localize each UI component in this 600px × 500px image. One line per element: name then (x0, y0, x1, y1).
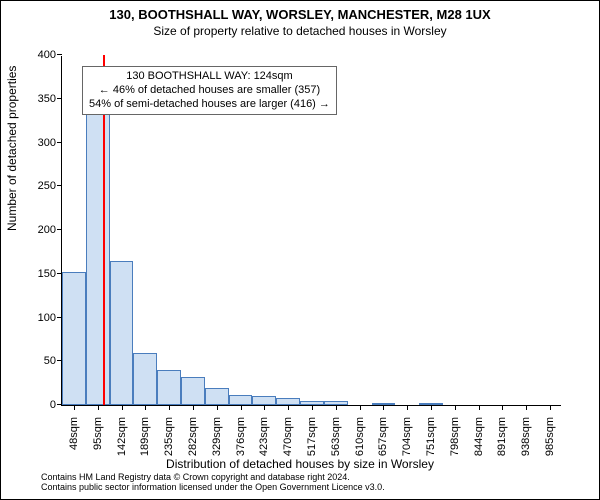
x-tick-label: 189sqm (139, 417, 151, 456)
annotation-line: 54% of semi-detached houses are larger (… (89, 98, 330, 112)
x-tick-label: 610sqm (354, 417, 366, 456)
y-tick-label: 50 (44, 355, 56, 367)
x-tick-mark (288, 405, 289, 410)
x-tick-label: 376sqm (235, 417, 247, 456)
x-tick-mark (74, 405, 75, 410)
x-tick-label: 751sqm (425, 417, 437, 456)
y-tick-label: 100 (38, 312, 56, 324)
x-tick-mark (145, 405, 146, 410)
chart-container: 130, BOOTHSHALL WAY, WORSLEY, MANCHESTER… (0, 0, 600, 500)
chart-subtitle: Size of property relative to detached ho… (1, 24, 599, 38)
x-tick-mark (455, 405, 456, 410)
histogram-bar (157, 370, 181, 405)
x-tick-mark (383, 405, 384, 410)
x-tick-label: 798sqm (449, 417, 461, 456)
x-tick-label: 423sqm (258, 417, 270, 456)
annotation-box: 130 BOOTHSHALL WAY: 124sqm← 46% of detac… (82, 66, 337, 115)
y-tick-mark (57, 54, 62, 55)
x-tick-label: 985sqm (544, 417, 556, 456)
x-tick-label: 844sqm (473, 417, 485, 456)
y-tick-label: 200 (38, 224, 56, 236)
x-tick-label: 938sqm (520, 417, 532, 456)
x-tick-mark (122, 405, 123, 410)
attribution-line: Contains public sector information licen… (41, 483, 385, 493)
x-tick-mark (241, 405, 242, 410)
histogram-bar (205, 388, 229, 406)
x-tick-label: 517sqm (306, 417, 318, 456)
histogram-bar (110, 261, 134, 405)
annotation-line: 130 BOOTHSHALL WAY: 124sqm (89, 70, 330, 84)
histogram-bar (181, 377, 205, 405)
histogram-bar (62, 272, 86, 405)
x-tick-mark (550, 405, 551, 410)
y-tick-label: 0 (50, 399, 56, 411)
y-tick-mark (57, 142, 62, 143)
histogram-bar (86, 112, 110, 405)
x-tick-label: 95sqm (92, 417, 104, 450)
x-tick-mark (169, 405, 170, 410)
x-tick-mark (502, 405, 503, 410)
y-tick-label: 250 (38, 180, 56, 192)
y-tick-label: 300 (38, 137, 56, 149)
x-tick-label: 704sqm (401, 417, 413, 456)
plot-area: 05010015020025030035040048sqm95sqm142sqm… (61, 56, 561, 406)
histogram-bar (133, 353, 157, 406)
y-tick-mark (57, 98, 62, 99)
attribution-text: Contains HM Land Registry data © Crown c… (41, 473, 385, 493)
y-tick-label: 400 (38, 49, 56, 61)
x-tick-label: 235sqm (163, 417, 175, 456)
annotation-line: ← 46% of detached houses are smaller (35… (89, 84, 330, 98)
x-tick-mark (431, 405, 432, 410)
x-tick-label: 891sqm (496, 417, 508, 456)
x-tick-mark (360, 405, 361, 410)
y-axis-label: Number of detached properties (5, 66, 19, 231)
x-axis-label: Distribution of detached houses by size … (1, 457, 599, 471)
y-tick-label: 350 (38, 93, 56, 105)
histogram-bar (276, 398, 300, 405)
x-tick-label: 282sqm (187, 417, 199, 456)
x-tick-mark (264, 405, 265, 410)
x-tick-label: 470sqm (282, 417, 294, 456)
x-tick-label: 563sqm (330, 417, 342, 456)
x-tick-mark (479, 405, 480, 410)
x-tick-mark (193, 405, 194, 410)
x-tick-label: 48sqm (68, 417, 80, 450)
histogram-bar (229, 395, 253, 406)
x-tick-label: 657sqm (377, 417, 389, 456)
x-tick-mark (336, 405, 337, 410)
x-tick-mark (98, 405, 99, 410)
y-tick-mark (57, 185, 62, 186)
y-tick-mark (57, 229, 62, 230)
x-tick-mark (407, 405, 408, 410)
x-tick-label: 329sqm (211, 417, 223, 456)
histogram-bar (252, 396, 276, 405)
x-tick-mark (312, 405, 313, 410)
x-tick-mark (526, 405, 527, 410)
y-tick-label: 150 (38, 268, 56, 280)
x-tick-label: 142sqm (116, 417, 128, 456)
x-tick-mark (217, 405, 218, 410)
chart-title: 130, BOOTHSHALL WAY, WORSLEY, MANCHESTER… (1, 7, 599, 22)
